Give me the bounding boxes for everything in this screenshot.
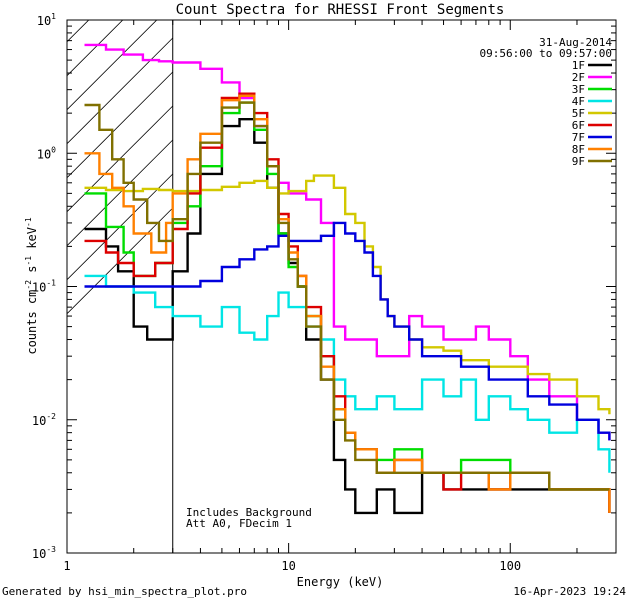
y-tick-label: 100 [37, 145, 56, 161]
timestamp-footer: 16-Apr-2023 19:24 [513, 585, 626, 598]
y-label-unit: keV [25, 227, 39, 256]
hatch-line [67, 20, 158, 111]
annotation-attenuator: Att A0, FDecim 1 [186, 517, 292, 530]
time-range-label: 09:56:00 to 09:57:00 [480, 47, 612, 60]
hatch-line [67, 71, 174, 179]
series-line-8f [84, 94, 611, 513]
series-line-1f [84, 118, 611, 515]
legend-label-8f: 8F [572, 143, 585, 156]
x-tick-label: 10 [281, 559, 295, 573]
date-label: 31-Aug-2014 [539, 36, 612, 49]
hatch-line [67, 139, 174, 247]
legend-label-5f: 5F [572, 107, 585, 120]
x-axis-ticks: 1 10 100 [63, 20, 617, 573]
generated-by-footer: Generated by hsi_min_spectra_plot.pro [2, 585, 247, 598]
legend-label-1f: 1F [572, 59, 585, 72]
legend-label-9f: 9F [572, 155, 585, 168]
series-line-9f [84, 101, 610, 491]
hatch-region [67, 0, 174, 315]
series-lines [84, 43, 611, 515]
x-tick-label: 100 [499, 559, 521, 573]
hatch-line [67, 37, 174, 145]
x-tick-label: 1 [63, 559, 70, 573]
y-label-exp-s: -1 [24, 256, 33, 266]
hatch-line [67, 20, 90, 43]
annotation-background: Includes Background [186, 506, 312, 519]
legend-label-7f: 7F [572, 131, 585, 144]
legend-label-4f: 4F [572, 95, 585, 108]
chart-title: Count Spectra for RHESSI Front Segments [176, 2, 505, 18]
series-line-7f [84, 221, 611, 441]
y-axis-ticks: 101 100 10-1 10-2 10-3 [32, 12, 616, 561]
x-axis-label: Energy (keV) [297, 575, 384, 589]
hatch-line [67, 207, 174, 315]
hatch-line [67, 20, 124, 77]
hatch-line [67, 0, 173, 8]
y-tick-label: 10-1 [32, 279, 56, 295]
y-tick-label: 10-2 [32, 412, 56, 428]
y-axis-label: counts cm-2 s-1 keV-1 [24, 217, 39, 354]
legend-label-6f: 6F [572, 119, 585, 132]
y-label-mid: s [25, 266, 39, 280]
y-tick-label: 10-3 [32, 545, 56, 561]
series-line-3f [84, 101, 610, 491]
series-line-6f [84, 92, 611, 513]
legend-label-3f: 3F [572, 83, 585, 96]
legend-label-2f: 2F [572, 71, 585, 84]
series-line-4f [84, 274, 611, 473]
y-label-base: counts cm [25, 290, 39, 355]
y-label-exp-cm: -2 [24, 280, 33, 290]
y-label-exp-kev: -1 [24, 217, 33, 227]
series-line-2f [84, 43, 611, 441]
y-tick-label: 101 [37, 12, 56, 28]
